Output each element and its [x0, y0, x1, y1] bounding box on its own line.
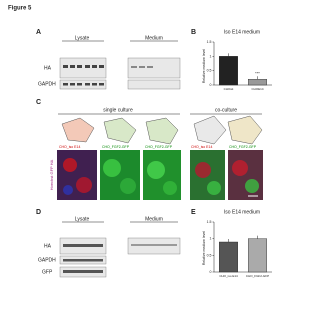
group-header: Medium — [145, 35, 163, 41]
chart-title: Iso E14 medium — [224, 29, 260, 35]
group-header: Lysate — [75, 216, 90, 222]
bar — [219, 56, 238, 86]
y-axis-label: Relative medium level — [202, 49, 206, 83]
x-tick-label: CHO_iso E14 — [219, 274, 238, 278]
group-header: single culture — [103, 107, 133, 113]
stain-label: Hoechst GFP HA — [49, 159, 54, 190]
blot — [59, 79, 107, 90]
row-label: GAPDH — [38, 81, 56, 87]
y-tick-label: 0.5 — [207, 69, 212, 73]
x-tick-label: CHOE14 — [251, 87, 263, 91]
cell-cartoons — [61, 115, 263, 145]
y-tick-label: 1 — [210, 54, 212, 58]
image-caption: CHO_iso E14 — [191, 145, 212, 149]
y-tick-label: 0 — [210, 270, 212, 274]
y-tick-label: 0 — [210, 83, 212, 87]
row-label: HA — [44, 243, 52, 249]
bar-chart: 0 0.5 1 1.5 CHOwt CHOE14 *** — [207, 40, 272, 91]
image-caption: CHO_iso E14 — [59, 145, 80, 149]
panel-label: C — [36, 99, 41, 106]
group-header: Medium — [145, 216, 163, 222]
panel-label: B — [191, 29, 196, 36]
y-tick-label: 0.5 — [207, 253, 212, 257]
blot-bands — [63, 65, 153, 86]
image-caption: CHO_FGF2-GFP — [145, 145, 173, 149]
bar — [219, 241, 238, 273]
panel-label: E — [191, 209, 196, 216]
x-tick-label: CHOwt — [224, 87, 234, 91]
y-axis-label: Relative medium level — [202, 231, 206, 265]
figure-title: Figure 5 — [8, 6, 32, 12]
group-header: Lysate — [75, 35, 90, 41]
blot — [127, 57, 181, 79]
panel-label: A — [36, 29, 41, 36]
y-tick-label: 1 — [210, 237, 212, 241]
blot — [127, 79, 181, 90]
row-label: GFP — [42, 269, 53, 275]
blot-bands — [63, 244, 177, 273]
blot — [59, 57, 107, 79]
bar-chart: 0 0.5 1 1.5 CHO_iso E14 CHO_FGF2-GFP — [207, 220, 272, 278]
panel-label: D — [36, 209, 41, 216]
y-tick-label: 1.5 — [207, 40, 212, 44]
image-caption: CHO_FGF2-GFP — [102, 145, 130, 149]
image-caption: CHO_FGF2-GFP — [229, 145, 257, 149]
row-label: HA — [44, 65, 52, 71]
row-label: GAPDH — [38, 257, 56, 263]
bar — [248, 238, 267, 273]
x-tick-label: CHO_FGF2-GFP — [246, 274, 269, 278]
chart-title: Iso E14 medium — [224, 209, 260, 215]
group-header: co-culture — [215, 107, 237, 113]
micrographs — [57, 150, 263, 200]
y-tick-label: 1.5 — [207, 220, 212, 224]
significance: *** — [255, 70, 260, 75]
bar — [248, 79, 267, 86]
